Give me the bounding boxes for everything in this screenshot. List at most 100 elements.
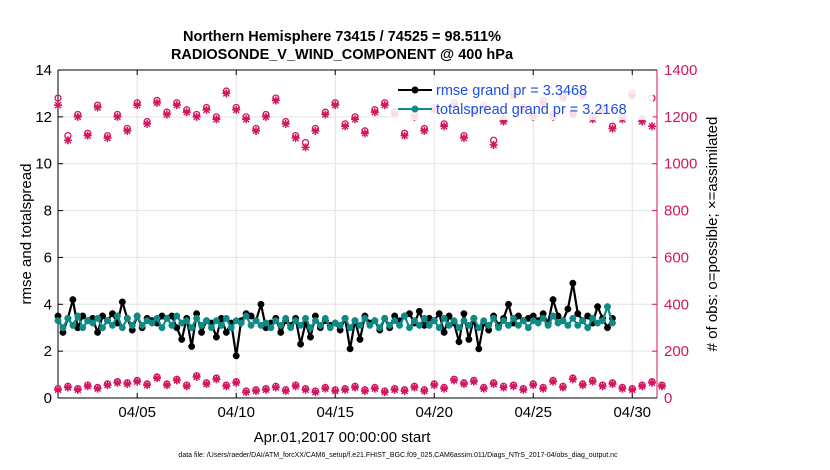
obs-assimilated-marker: [133, 377, 142, 386]
y-right-tick-label: 1200: [664, 109, 697, 126]
x-axis-label: Apr.01,2017 00:00:00 start: [254, 429, 432, 446]
y-axis-left-label: rmse and totalspread: [18, 164, 35, 305]
obs-assimilated-marker: [73, 385, 82, 394]
spread-point: [123, 314, 131, 322]
spread-point: [183, 317, 191, 325]
spread-point: [366, 321, 374, 329]
obs-assimilated-marker: [450, 376, 459, 385]
obs-assimilated-marker: [222, 89, 231, 98]
obs-assimilated-stroke: [430, 381, 438, 389]
obs-assimilated-marker: [400, 386, 409, 395]
obs-count-markers: [54, 87, 666, 397]
obs-assimilated-stroke: [371, 385, 379, 393]
obs-assimilated-marker: [430, 381, 439, 390]
obs-assimilated-stroke: [628, 386, 636, 394]
spread-point: [168, 321, 176, 329]
obs-assimilated-marker: [598, 382, 607, 391]
obs-assimilated-marker: [341, 122, 350, 131]
spread-point: [188, 324, 196, 332]
rmse-point: [346, 345, 354, 353]
obs-assimilated-stroke: [361, 129, 369, 137]
spread-point: [336, 321, 344, 329]
obs-assimilated-stroke: [232, 379, 240, 387]
obs-assimilated-stroke: [420, 127, 428, 135]
spread-point: [94, 314, 102, 322]
x-tick-label: 04/05: [118, 404, 156, 421]
spread-point: [381, 314, 389, 322]
spread-point: [292, 317, 300, 325]
obs-assimilated-stroke: [74, 113, 82, 121]
spread-point: [54, 317, 62, 325]
legend-spread-label: totalspread grand pr = 3.2168: [436, 102, 627, 118]
obs-assimilated-marker: [380, 388, 389, 397]
obs-assimilated-marker: [311, 126, 320, 135]
obs-assimilated-stroke: [351, 115, 359, 123]
obs-assimilated-marker: [172, 376, 181, 385]
obs-assimilated-stroke: [104, 134, 111, 142]
obs-assimilated-marker: [143, 119, 152, 128]
spread-point: [316, 321, 324, 329]
y-right-tick-label: 1000: [664, 156, 697, 173]
chart-title-line1: Northern Hemisphere 73415 / 74525 = 98.5…: [183, 29, 501, 45]
axes: 0 2 4 6 8 10 12 14 0 200 400 600 800 1000 1200 1400 04/0…: [35, 62, 697, 421]
obs-assimilated-marker: [578, 381, 587, 390]
spread-point: [406, 324, 413, 332]
obs-assimilated-marker: [232, 105, 241, 114]
spread-point: [455, 324, 463, 332]
obs-assimilated-stroke: [440, 122, 448, 130]
rmse-point: [232, 352, 240, 360]
spread-point: [410, 317, 418, 325]
spread-point: [371, 317, 379, 325]
obs-assimilated-marker: [489, 140, 498, 149]
obs-assimilated-marker: [459, 133, 468, 142]
spread-point: [386, 321, 394, 329]
obs-assimilated-marker: [331, 101, 340, 110]
obs-assimilated-stroke: [282, 120, 290, 128]
obs-assimilated-stroke: [104, 381, 111, 389]
obs-assimilated-marker: [271, 96, 280, 105]
y-right-tick-label: 800: [664, 203, 689, 220]
spread-point: [109, 321, 116, 329]
obs-assimilated-stroke: [133, 101, 141, 109]
obs-assimilated-marker: [519, 385, 528, 394]
obs-assimilated-stroke: [559, 383, 567, 391]
y-right-tick-label: 1400: [664, 62, 697, 79]
obs-assimilated-marker: [192, 372, 201, 381]
rmse-point: [465, 335, 473, 343]
spread-point: [440, 314, 448, 322]
obs-assimilated-marker: [143, 381, 152, 390]
obs-assimilated-marker: [370, 384, 379, 393]
obs-assimilated-stroke: [133, 378, 141, 386]
legend-rmse-marker: [411, 86, 419, 94]
spread-point: [500, 317, 507, 325]
spread-point: [495, 324, 503, 332]
spread-point: [203, 317, 210, 325]
spread-point: [217, 321, 225, 329]
obs-assimilated-stroke: [143, 381, 151, 389]
obs-assimilated-stroke: [341, 386, 349, 394]
data-file-footnote: data file: /Users/raeder/DAI/ATM_forcXX/…: [178, 452, 618, 459]
obs-assimilated-stroke: [64, 136, 72, 144]
obs-assimilated-marker: [440, 122, 449, 131]
obs-assimilated-marker: [648, 122, 657, 131]
legend-box: [390, 80, 653, 120]
obs-assimilated-marker: [459, 379, 468, 388]
obs-assimilated-stroke: [113, 379, 121, 387]
obs-assimilated-marker: [301, 385, 310, 394]
obs-assimilated-stroke: [113, 113, 121, 121]
spread-point: [534, 319, 542, 327]
spread-point: [391, 317, 399, 325]
obs-assimilated-marker: [192, 112, 201, 121]
spread-point: [74, 312, 82, 320]
obs-assimilated-stroke: [460, 134, 468, 142]
obs-assimilated-stroke: [381, 101, 389, 109]
y-left-tick-label: 10: [35, 156, 52, 173]
obs-assimilated-stroke: [242, 115, 250, 123]
obs-assimilated-stroke: [608, 125, 616, 133]
spread-point: [524, 324, 532, 332]
obs-assimilated-stroke: [64, 383, 72, 391]
obs-assimilated-marker: [608, 124, 617, 133]
rmse-point: [356, 335, 364, 343]
obs-assimilated-marker: [360, 386, 369, 395]
spread-point: [282, 314, 290, 322]
